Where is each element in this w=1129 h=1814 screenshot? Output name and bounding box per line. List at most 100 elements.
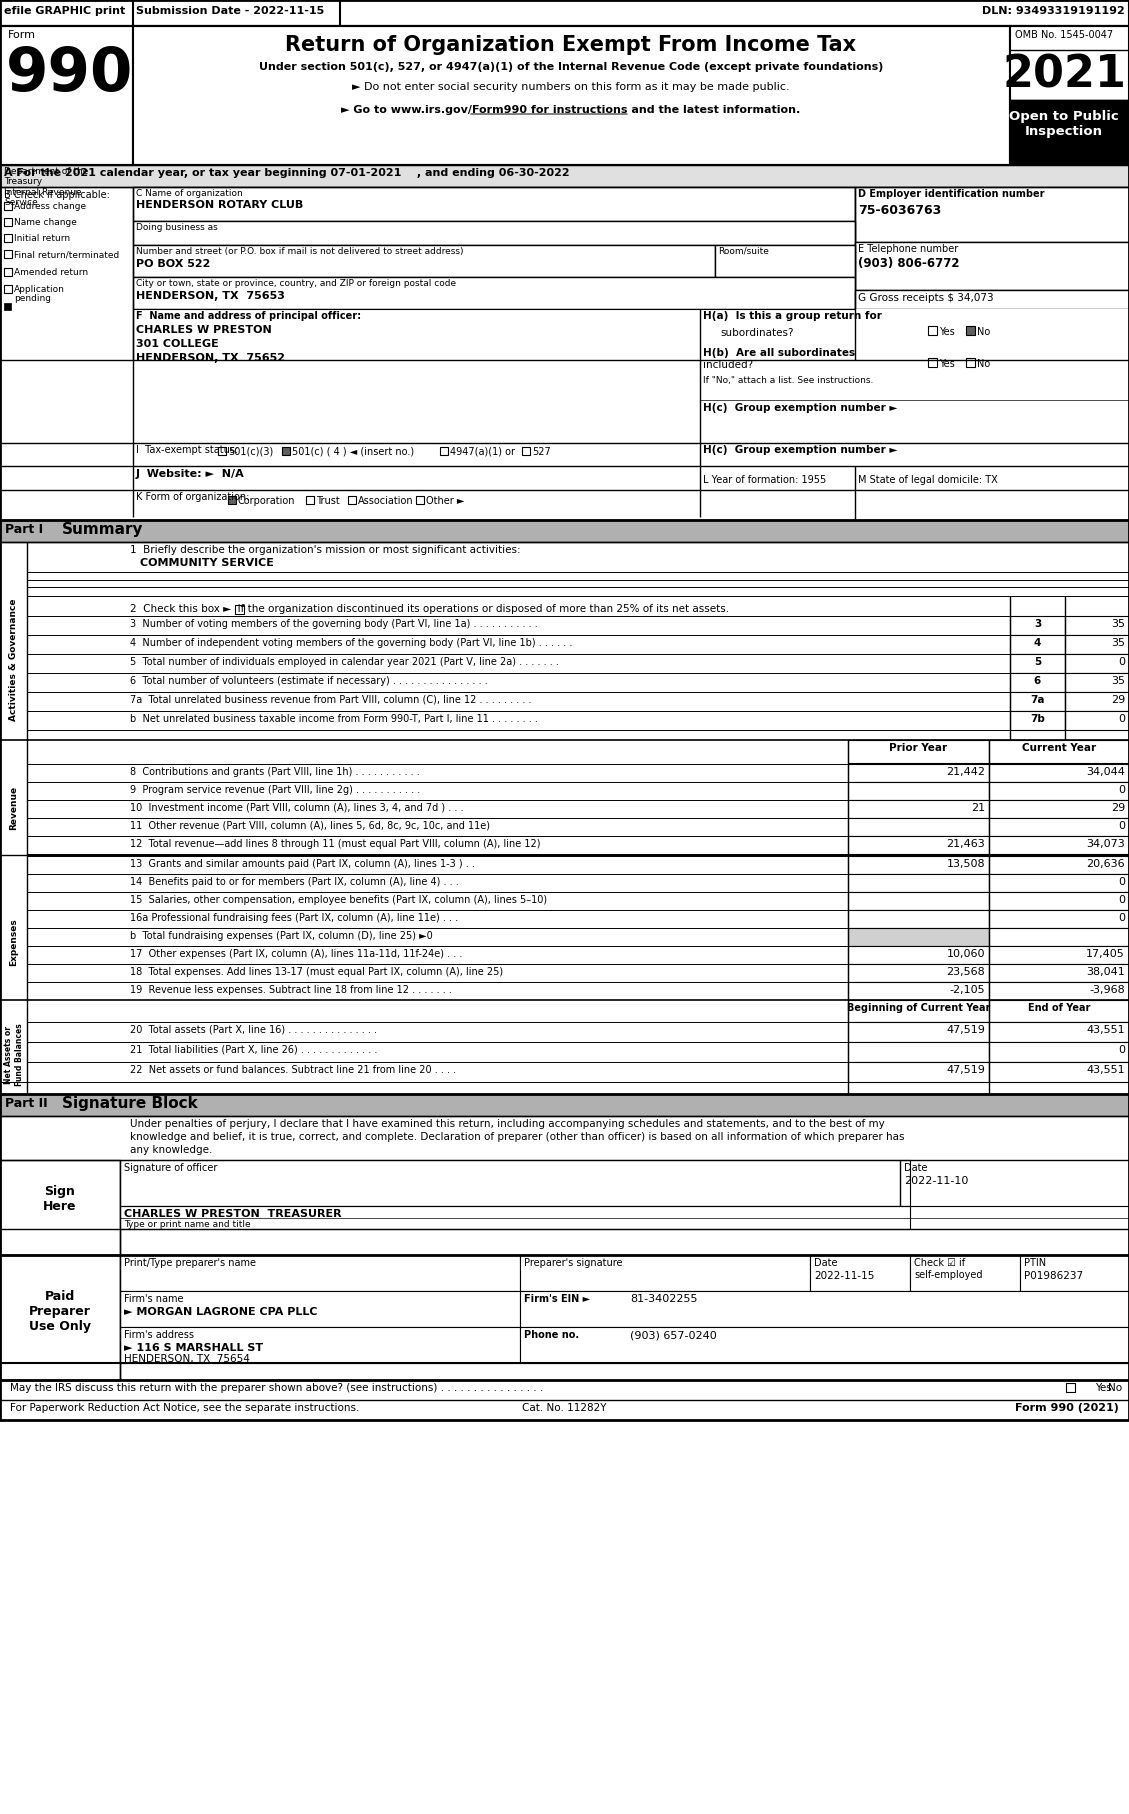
Text: 43,551: 43,551 <box>1086 1065 1124 1076</box>
Text: Amended return: Amended return <box>14 268 88 278</box>
Text: 18  Total expenses. Add lines 13-17 (must equal Part IX, column (A), line 25): 18 Total expenses. Add lines 13-17 (must… <box>130 967 504 978</box>
Bar <box>989 800 1129 818</box>
Text: Firm's EIN ►: Firm's EIN ► <box>524 1293 590 1304</box>
Bar <box>0 1255 120 1380</box>
Text: 13  Grants and similar amounts paid (Part IX, column (A), lines 1-3 ) . .: 13 Grants and similar amounts paid (Part… <box>130 860 475 869</box>
Text: Prior Year: Prior Year <box>890 744 947 753</box>
Text: Print/Type preparer's name: Print/Type preparer's name <box>124 1257 256 1268</box>
Bar <box>5 218 12 227</box>
Text: Form: Form <box>8 31 36 40</box>
Text: Expenses: Expenses <box>9 918 18 965</box>
Text: 3: 3 <box>1034 619 1041 629</box>
Text: Return of Organization Exempt From Income Tax: Return of Organization Exempt From Incom… <box>286 34 857 54</box>
Text: Form 990 (2021): Form 990 (2021) <box>1015 1402 1119 1413</box>
Bar <box>0 0 1129 25</box>
Text: 16a Professional fundraising fees (Part IX, column (A), line 11e) . . .: 16a Professional fundraising fees (Part … <box>130 912 458 923</box>
Bar <box>848 800 989 818</box>
Bar <box>848 1061 989 1081</box>
Text: 21,463: 21,463 <box>946 840 984 849</box>
Text: b  Net unrelated business taxable income from Form 990-T, Part I, line 11 . . . : b Net unrelated business taxable income … <box>130 715 537 724</box>
Bar <box>989 1000 1129 1021</box>
Text: 0: 0 <box>1118 715 1124 724</box>
Text: 0: 0 <box>1118 876 1124 887</box>
Text: Firm's name: Firm's name <box>124 1293 184 1304</box>
Text: 34,044: 34,044 <box>1086 767 1124 776</box>
Text: Activities & Governance: Activities & Governance <box>9 599 18 722</box>
Text: 35: 35 <box>1111 639 1124 648</box>
Text: included?: included? <box>703 359 753 370</box>
Text: Yes: Yes <box>939 327 955 337</box>
Text: C Name of organization: C Name of organization <box>135 189 243 198</box>
Text: Phone no.: Phone no. <box>524 1330 579 1341</box>
Text: I  Tax-exempt status:: I Tax-exempt status: <box>135 444 238 455</box>
Text: ► Go to www.irs.gov/Form990 for instructions and the latest information.: ► Go to www.irs.gov/Form990 for instruct… <box>341 105 800 114</box>
Text: Date: Date <box>904 1163 928 1174</box>
Text: H(a)  Is this a group return for: H(a) Is this a group return for <box>703 310 882 321</box>
Bar <box>348 495 356 504</box>
Bar <box>306 495 314 504</box>
Bar <box>715 245 855 278</box>
Text: 990: 990 <box>6 45 133 103</box>
Bar <box>989 740 1129 764</box>
Text: ► Do not enter social security numbers on this form as it may be made public.: ► Do not enter social security numbers o… <box>352 82 790 93</box>
Bar <box>1065 617 1129 635</box>
Text: 81-3402255: 81-3402255 <box>630 1293 698 1304</box>
Text: Open to Public
Inspection: Open to Public Inspection <box>1009 111 1119 138</box>
Text: May the IRS discuss this return with the preparer shown above? (see instructions: May the IRS discuss this return with the… <box>10 1382 543 1393</box>
Bar <box>415 495 425 504</box>
Text: Number and street (or P.O. box if mail is not delivered to street address): Number and street (or P.O. box if mail i… <box>135 247 464 256</box>
Text: Corporation: Corporation <box>238 495 296 506</box>
Bar <box>989 945 1129 963</box>
Text: 35: 35 <box>1111 677 1124 686</box>
Text: 29: 29 <box>1111 804 1124 813</box>
Text: 21: 21 <box>971 804 984 813</box>
Text: 4: 4 <box>1034 639 1041 648</box>
Bar <box>989 1061 1129 1081</box>
Text: 20,636: 20,636 <box>1086 860 1124 869</box>
Text: Revenue: Revenue <box>9 785 18 831</box>
Text: Sign
Here: Sign Here <box>43 1185 77 1214</box>
Text: 15  Salaries, other compensation, employee benefits (Part IX, column (A), lines : 15 Salaries, other compensation, employe… <box>130 894 548 905</box>
Text: A For the 2021 calendar year, or tax year beginning 07-01-2021    , and ending 0: A For the 2021 calendar year, or tax yea… <box>5 169 570 178</box>
Bar <box>133 221 855 245</box>
Bar <box>910 1255 1019 1292</box>
Text: 34,073: 34,073 <box>1086 840 1124 849</box>
Bar <box>855 290 1129 308</box>
Bar <box>1065 635 1129 655</box>
Bar <box>848 945 989 963</box>
Text: 11  Other revenue (Part VIII, column (A), lines 5, 6d, 8c, 9c, 10c, and 11e): 11 Other revenue (Part VIII, column (A),… <box>130 822 490 831</box>
Text: Association: Association <box>358 495 413 506</box>
Bar <box>1010 655 1065 673</box>
Bar <box>848 1041 989 1061</box>
Text: Application: Application <box>14 285 64 294</box>
Bar <box>120 1159 910 1206</box>
Bar <box>989 764 1129 782</box>
Bar <box>282 446 290 455</box>
Bar <box>0 25 133 165</box>
Text: 8  Contributions and grants (Part VIII, line 1h) . . . . . . . . . . .: 8 Contributions and grants (Part VIII, l… <box>130 767 420 776</box>
Text: 527: 527 <box>532 446 551 457</box>
Bar <box>440 446 448 455</box>
Bar <box>848 782 989 800</box>
Text: Under penalties of perjury, I declare that I have examined this return, includin: Under penalties of perjury, I declare th… <box>130 1119 885 1128</box>
Text: 13,508: 13,508 <box>946 860 984 869</box>
Text: 6: 6 <box>1034 677 1041 686</box>
Text: -3,968: -3,968 <box>1089 985 1124 996</box>
Text: Trust: Trust <box>316 495 340 506</box>
Text: Room/suite: Room/suite <box>718 247 769 256</box>
Bar <box>520 1255 809 1292</box>
Text: Final return/terminated: Final return/terminated <box>14 250 120 259</box>
Bar <box>928 357 937 366</box>
Text: 47,519: 47,519 <box>946 1025 984 1036</box>
Text: Name change: Name change <box>14 218 77 227</box>
Bar <box>989 1041 1129 1061</box>
Bar <box>989 818 1129 836</box>
Text: F  Name and address of principal officer:: F Name and address of principal officer: <box>135 310 361 321</box>
Bar <box>989 892 1129 911</box>
Text: PO BOX 522: PO BOX 522 <box>135 259 210 268</box>
Text: 7a: 7a <box>1031 695 1044 706</box>
Text: 0: 0 <box>1118 912 1124 923</box>
Text: 0: 0 <box>1118 1045 1124 1056</box>
Text: Current Year: Current Year <box>1022 744 1096 753</box>
Bar <box>5 303 11 310</box>
